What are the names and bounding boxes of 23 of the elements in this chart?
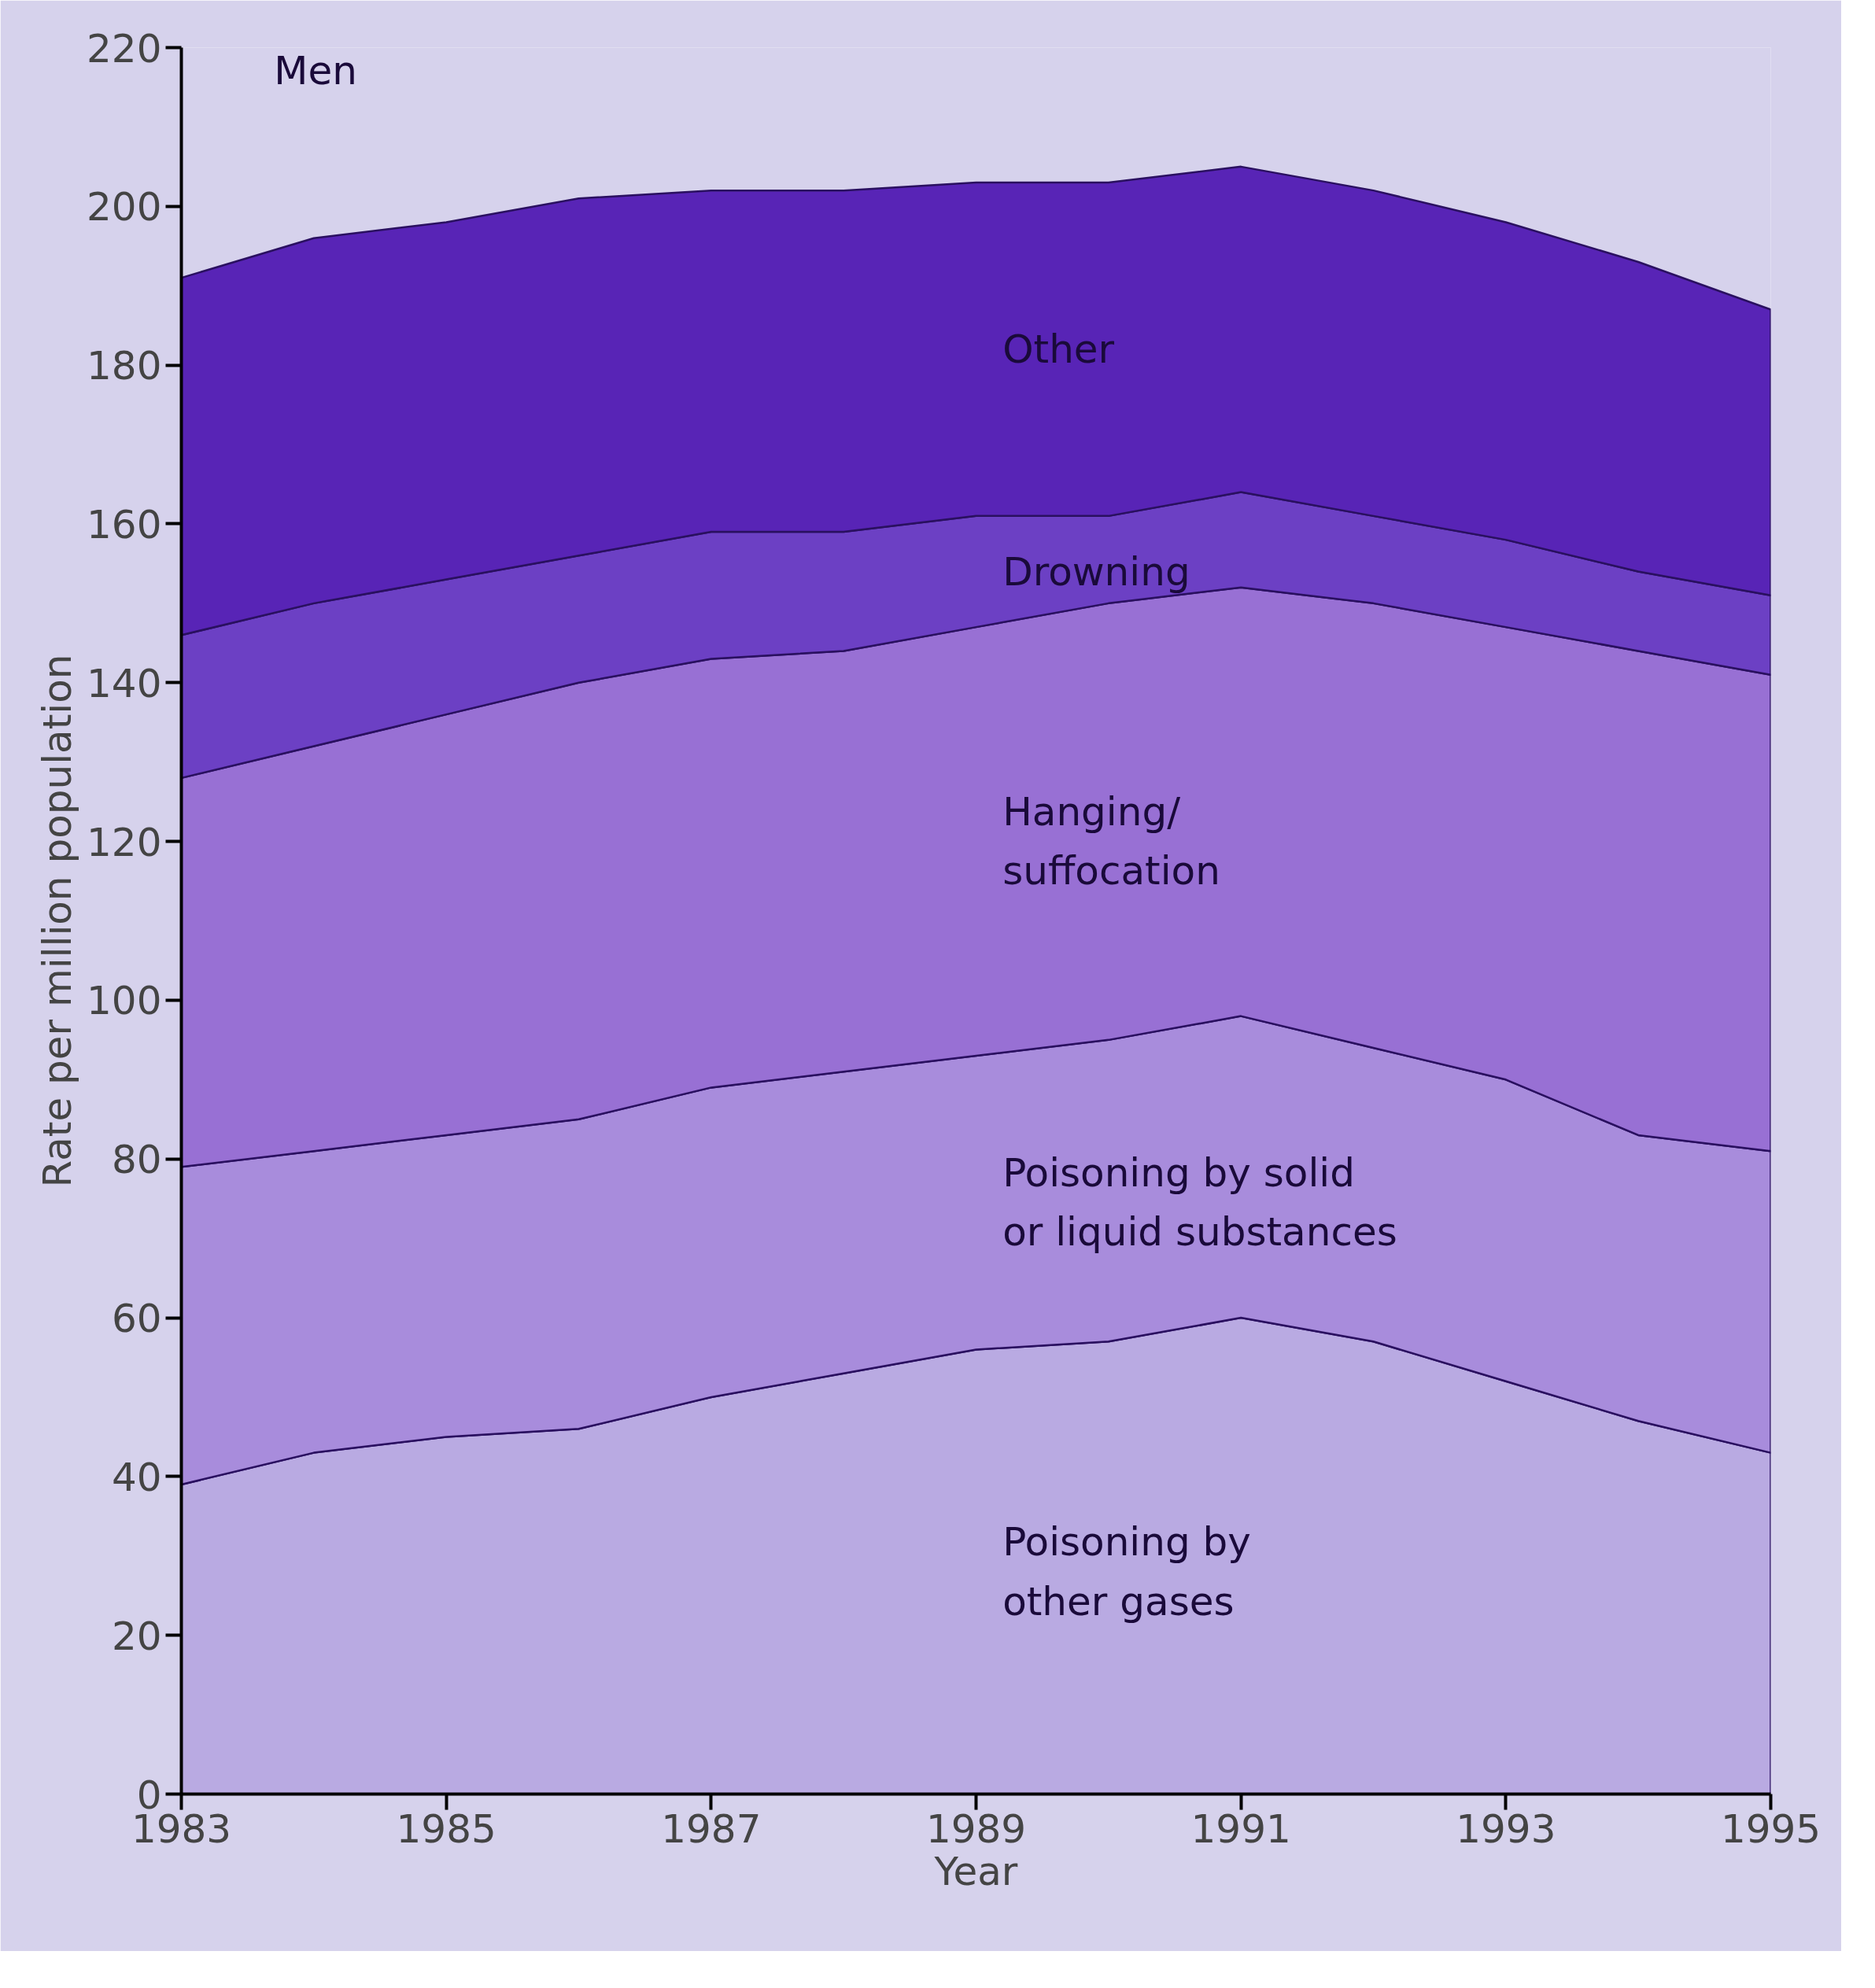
- x-tick-label: 1995: [1720, 1805, 1821, 1852]
- series-label: Poisoning by solid or liquid substances: [1002, 1150, 1397, 1256]
- x-tick-label: 1991: [1190, 1805, 1291, 1852]
- chart-title: Men: [274, 47, 357, 94]
- y-tick-label: 140: [87, 660, 162, 706]
- y-tick-label: 40: [111, 1454, 162, 1500]
- y-tick-label: 160: [87, 501, 162, 548]
- y-tick-label: 200: [87, 184, 162, 231]
- x-tick-label: 1993: [1456, 1805, 1556, 1852]
- series-label: Hanging/ suffocation: [1002, 788, 1220, 894]
- y-tick-label: 60: [111, 1296, 162, 1342]
- y-tick-label: 100: [87, 978, 162, 1024]
- x-tick-label: 1987: [661, 1805, 762, 1852]
- series-label: Poisoning by other gases: [1002, 1519, 1251, 1625]
- y-tick-label: 80: [111, 1137, 162, 1183]
- y-axis-title: Rate per million population: [35, 654, 81, 1188]
- y-tick-label: 120: [87, 819, 162, 865]
- y-tick-label: 220: [87, 25, 162, 72]
- x-tick-label: 1985: [396, 1805, 496, 1852]
- y-tick-label: 20: [111, 1613, 162, 1659]
- series-label: Drowning: [1002, 548, 1190, 595]
- series-label: Other: [1002, 326, 1115, 372]
- y-tick-label: 180: [87, 343, 162, 389]
